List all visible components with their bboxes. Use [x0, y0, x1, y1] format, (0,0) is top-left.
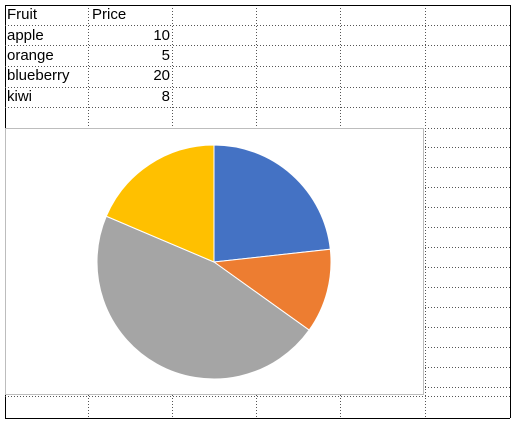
cell-price-2[interactable]: 5 [90, 46, 170, 65]
cell-price-1[interactable]: 10 [90, 26, 170, 45]
pie-slice-apple[interactable] [214, 145, 330, 262]
pie-chart-plot [6, 129, 423, 394]
pie-chart[interactable] [5, 128, 424, 395]
cell-fruit-2[interactable]: orange [7, 46, 54, 65]
header-price[interactable]: Price [92, 5, 126, 24]
cell-fruit-1[interactable]: apple [7, 26, 44, 45]
cell-price-4[interactable]: 8 [90, 87, 170, 106]
cell-fruit-4[interactable]: kiwi [7, 87, 32, 106]
cell-fruit-3[interactable]: blueberry [7, 66, 70, 85]
header-fruit[interactable]: Fruit [7, 5, 37, 24]
cell-price-3[interactable]: 20 [90, 66, 170, 85]
